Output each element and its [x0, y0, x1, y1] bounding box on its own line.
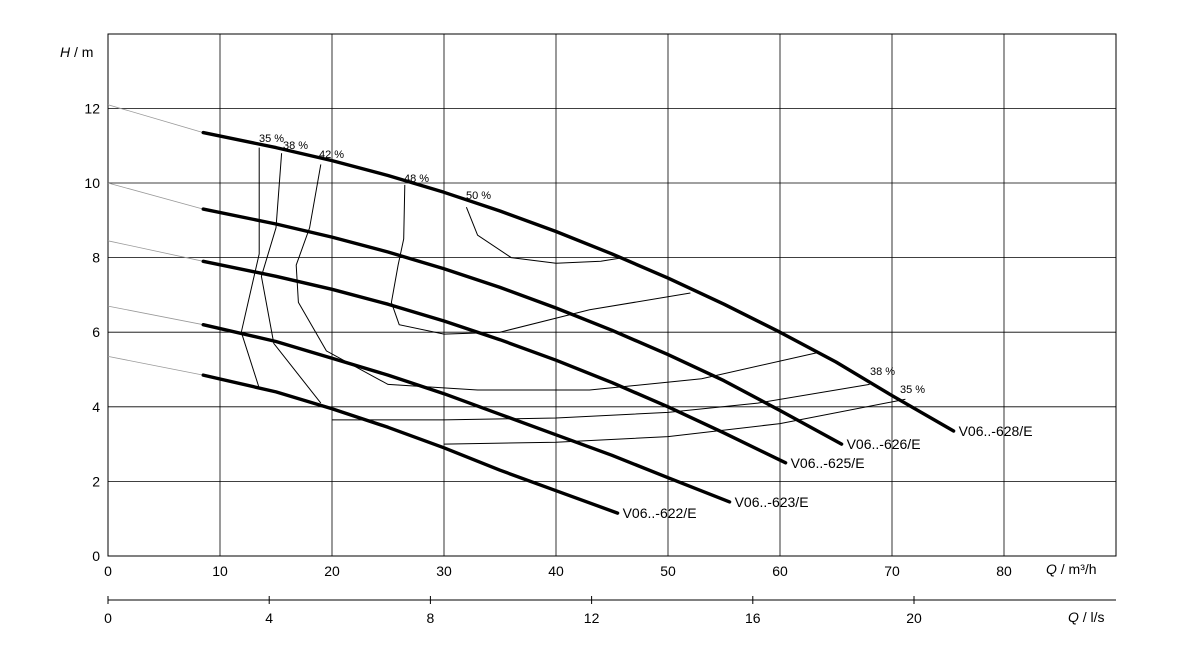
efficiency-line [260, 153, 322, 404]
efficiency-label: 42 % [319, 149, 344, 161]
x-tick-label: 50 [660, 563, 676, 579]
y-tick-label: 2 [92, 473, 100, 489]
y-axis-var: H [60, 44, 71, 60]
label-layer: 35 %38 %42 %48 %50 %38 %35 %V06..-622/EV… [259, 133, 1033, 521]
x-tick-label: 70 [884, 563, 900, 579]
efficiency-line [332, 383, 870, 421]
series-layer [201, 130, 956, 515]
x-tick-label: 40 [548, 563, 564, 579]
series-label: V06..-625/E [791, 455, 865, 471]
series-label: V06..-622/E [623, 505, 697, 521]
x-axis-secondary-title: Q / l/s [1068, 609, 1105, 625]
pump-curve [201, 373, 620, 515]
efficiency-line [295, 164, 818, 391]
x2-tick-label: 8 [427, 610, 435, 626]
grid-layer [107, 33, 1117, 557]
curve-extrapolation [107, 356, 204, 376]
efficiency-line [465, 207, 624, 264]
y-tick-label: 8 [92, 250, 100, 266]
y-tick-label: 12 [84, 100, 100, 116]
x2-tick-label: 16 [745, 610, 761, 626]
x2-tick-label: 4 [265, 610, 273, 626]
curve-extrapolation [107, 104, 204, 133]
efficiency-line [443, 398, 906, 445]
curve-extrapolation [107, 305, 204, 326]
x-tick-label: 20 [324, 563, 340, 579]
efficiency-line [240, 147, 260, 389]
y-tick-label: 0 [92, 548, 100, 564]
x-tick-label: 80 [996, 563, 1012, 579]
pump-curve [201, 207, 844, 446]
y-tick-label: 10 [84, 175, 100, 191]
efficiency-label: 35 % [259, 133, 284, 145]
plot-frame [107, 33, 1117, 557]
axis-layer: 0 2 4 6 8 10 12 0 10 20 30 40 50 60 70 80 0 4 8 12 16 20 [84, 100, 1116, 626]
x2-tick-label: 20 [906, 610, 922, 626]
x-tick-label: 0 [104, 563, 112, 579]
efficiency-label: 48 % [404, 173, 429, 185]
x2-tick-label: 0 [104, 610, 112, 626]
efficiency-label: 35 % [900, 384, 925, 396]
extrapolation-layer [107, 104, 204, 376]
series-label: V06..-626/E [847, 436, 921, 452]
x-tick-label: 30 [436, 563, 452, 579]
x2-tick-label: 12 [584, 610, 600, 626]
x-axis-secondary-var: Q [1068, 609, 1079, 625]
efficiency-label: 38 % [283, 140, 308, 152]
x-axis-primary-title: Q / m³/h [1046, 561, 1097, 577]
x-axis-secondary-unit: / l/s [1079, 609, 1105, 625]
x-tick-label: 10 [212, 563, 228, 579]
curve-extrapolation [107, 240, 204, 262]
pump-curve [201, 259, 788, 465]
x-axis-primary-var: Q [1046, 561, 1057, 577]
series-label: V06..-623/E [735, 494, 809, 510]
y-axis-title: H / m [60, 44, 93, 60]
y-axis-unit: / m [70, 44, 93, 60]
x-axis-primary-unit: / m³/h [1057, 561, 1097, 577]
y-tick-label: 6 [92, 324, 100, 340]
pump-curve [201, 130, 956, 433]
series-label: V06..-628/E [959, 423, 1033, 439]
pump-curve [201, 323, 732, 504]
y-tick-label: 4 [92, 399, 100, 415]
efficiency-line [390, 184, 691, 335]
efficiency-layer [240, 147, 906, 445]
x-tick-label: 60 [772, 563, 788, 579]
efficiency-label: 50 % [466, 190, 491, 202]
curve-extrapolation [107, 182, 204, 210]
efficiency-label: 38 % [870, 366, 895, 378]
